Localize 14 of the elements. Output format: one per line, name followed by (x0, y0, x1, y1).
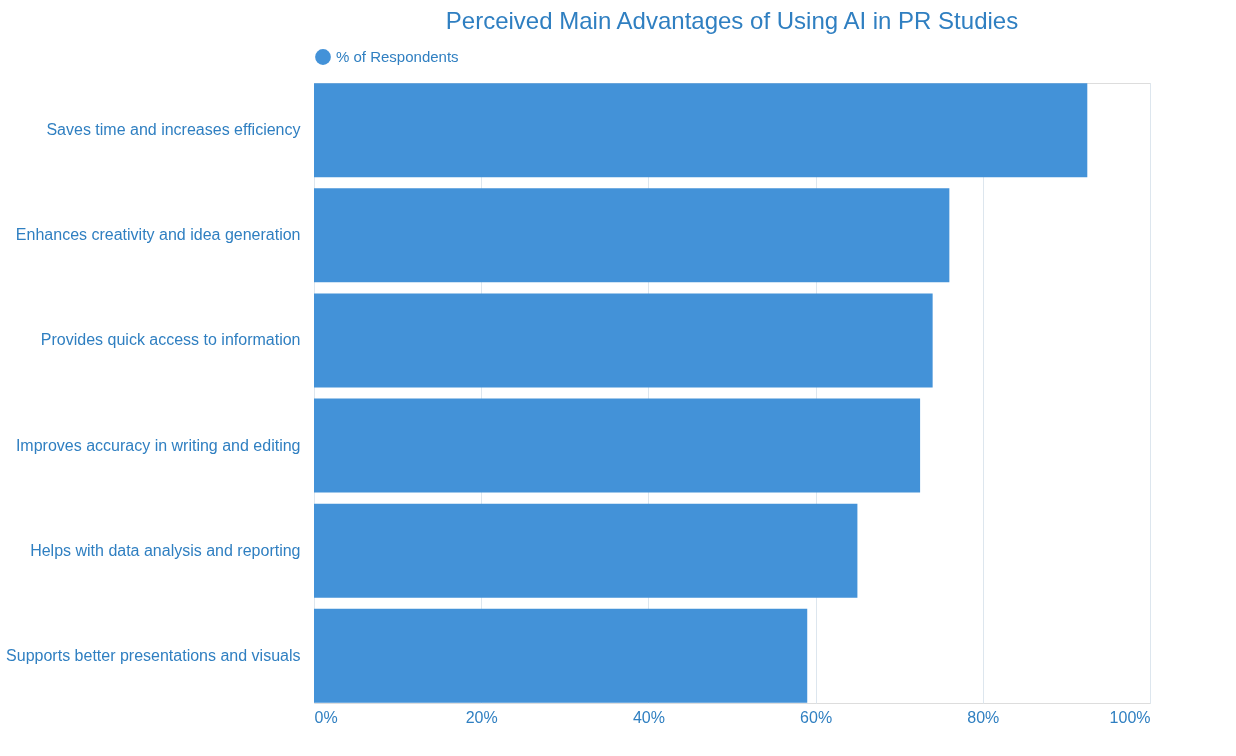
x-tick-label: 80% (967, 708, 1000, 726)
x-tick-label: 20% (465, 708, 498, 726)
y-tick-label: Enhances creativity and idea generation (15, 226, 301, 244)
y-tick-label: Provides quick access to information (40, 331, 301, 349)
y-tick-label: Helps with data analysis and reporting (30, 541, 301, 559)
x-tick-label: 60% (800, 708, 833, 726)
y-tick-label: Improves accuracy in writing and editing (15, 436, 301, 454)
chart-title: Perceived Main Advantages of Using AI in PR Studies (445, 7, 1019, 34)
x-tick-label: 100% (1109, 708, 1151, 726)
legend-label: % of Respondents (336, 48, 459, 65)
x-tick-label: 0% (314, 708, 338, 726)
x-tick-label: 40% (632, 708, 665, 726)
y-tick-label: Supports better presentations and visuals (6, 646, 301, 664)
y-tick-label: Saves time and increases efficiency (46, 121, 301, 139)
